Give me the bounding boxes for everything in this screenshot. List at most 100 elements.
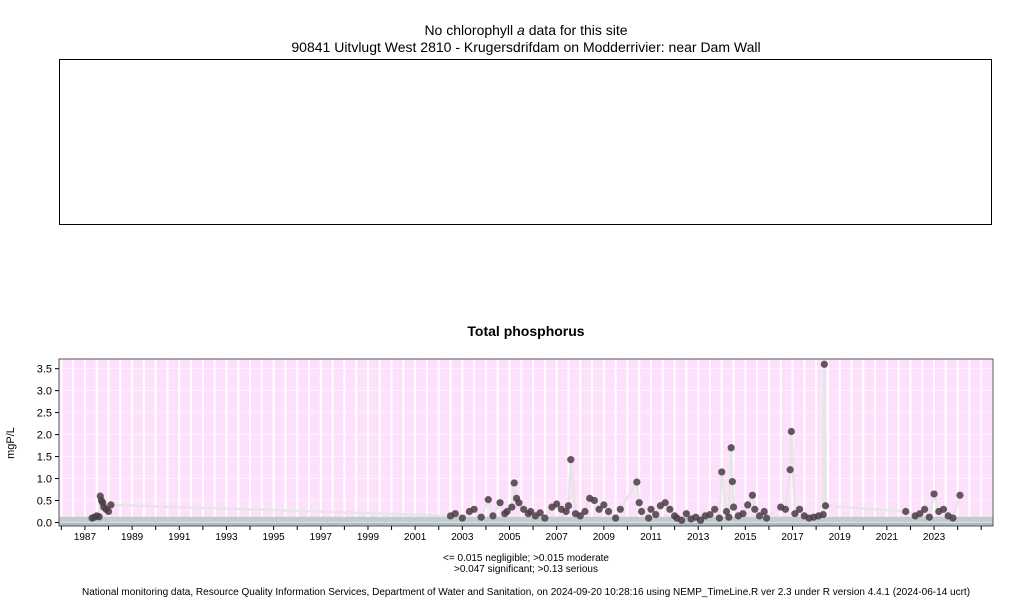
data-point <box>727 444 735 452</box>
x-tick-label: 1999 <box>357 532 380 543</box>
x-tick-label: 1989 <box>121 532 144 543</box>
chlorophyll-no-data-title: No chlorophyll a data for this site <box>0 22 1024 38</box>
data-point <box>725 513 733 521</box>
data-point <box>637 507 646 516</box>
x-tick-label: 2023 <box>923 532 946 543</box>
data-point <box>791 510 799 518</box>
data-point <box>760 507 768 516</box>
y-axis-label: mgP/L <box>5 427 17 459</box>
x-tick-label: 2019 <box>829 532 852 543</box>
data-point <box>902 507 910 516</box>
x-tick-label: 1993 <box>215 532 238 543</box>
x-tick-label: 2015 <box>734 532 757 543</box>
data-point <box>562 507 570 516</box>
data-point <box>729 503 738 511</box>
data-point <box>755 512 764 520</box>
x-tick-label: 1995 <box>263 532 286 543</box>
data-point <box>567 456 575 464</box>
data-point <box>541 514 549 522</box>
data-point <box>751 505 759 513</box>
data-point <box>715 514 724 522</box>
data-point <box>590 496 598 505</box>
plot-background <box>59 359 993 526</box>
site-name: 90841 Uitvlugt West 2810 - Krugersdrifda… <box>291 39 761 55</box>
plot-frame <box>58 358 994 527</box>
x-tick-label: 2001 <box>404 532 427 543</box>
title-italic: a <box>517 22 525 38</box>
data-point <box>635 499 643 507</box>
data-point <box>781 505 790 513</box>
x-tick-label: 2003 <box>451 532 474 543</box>
data-point <box>711 505 719 513</box>
data-point <box>503 507 511 516</box>
title-suffix: data for this site <box>528 22 628 38</box>
data-point <box>520 505 528 513</box>
data-point <box>576 512 584 520</box>
x-tick-label: 2021 <box>876 532 899 543</box>
data-point <box>706 510 714 519</box>
y-tick-label: 2.5 <box>37 408 52 420</box>
data-point <box>581 507 589 516</box>
data-point <box>652 510 660 519</box>
legend-line-1: <= 0.015 negligible; >0.015 moderate <box>443 553 609 564</box>
data-point <box>678 516 686 524</box>
data-point <box>104 507 113 516</box>
data-point <box>489 512 497 520</box>
data-point <box>564 502 573 510</box>
x-tick-label: 2009 <box>593 532 616 543</box>
data-point <box>95 513 103 521</box>
x-tick-label: 2005 <box>498 532 521 543</box>
data-point <box>787 427 795 436</box>
data-point <box>744 501 752 509</box>
y-tick-label: 3.5 <box>37 364 52 376</box>
y-tick-label: 0.5 <box>37 496 52 508</box>
y-tick-label: 0.0 <box>37 517 52 529</box>
data-point <box>604 507 613 516</box>
data-point <box>536 509 544 517</box>
data-point <box>921 505 929 513</box>
data-point <box>527 507 535 516</box>
chlorophyll-empty-panel <box>59 59 992 225</box>
data-point <box>616 505 624 513</box>
data-point <box>510 479 518 487</box>
chart-title: Total phosphorus <box>467 323 585 339</box>
data-point <box>748 491 757 499</box>
data-point <box>728 478 736 486</box>
data-point <box>696 516 705 524</box>
data-point <box>786 466 794 474</box>
data-point <box>633 478 641 486</box>
x-tick-label: 2013 <box>687 532 710 543</box>
data-point <box>477 513 485 521</box>
x-tick-label: 2007 <box>546 532 569 543</box>
data-point <box>661 499 669 507</box>
data-point <box>508 503 516 511</box>
x-tick-label: 1987 <box>74 532 97 543</box>
data-point <box>595 505 603 513</box>
band-moderate <box>59 516 993 522</box>
data-point <box>930 490 938 498</box>
data-point <box>819 510 827 519</box>
data-point <box>647 505 655 513</box>
data-point <box>939 505 948 513</box>
data-point <box>515 499 523 507</box>
data-point <box>612 514 620 522</box>
legend-line-2: >0.047 significant; >0.13 serious <box>454 564 598 575</box>
data-point <box>484 496 492 504</box>
data-point <box>666 505 674 513</box>
data-point <box>458 514 466 522</box>
data-point <box>821 502 830 510</box>
data-point <box>925 513 933 521</box>
title-prefix: No chlorophyll <box>424 22 514 38</box>
footer-credit: National monitoring data, Resource Quali… <box>81 587 971 598</box>
data-point <box>718 468 726 476</box>
data-point <box>682 510 690 518</box>
x-tick-label: 2011 <box>640 532 662 543</box>
data-point <box>107 501 115 509</box>
band-negligible <box>59 521 993 526</box>
y-tick-label: 1.0 <box>37 474 52 486</box>
data-point <box>762 514 771 522</box>
data-point <box>722 507 731 516</box>
x-tick-label: 1997 <box>310 532 333 543</box>
data-point <box>553 500 561 508</box>
x-tick-label: 2017 <box>781 532 804 543</box>
